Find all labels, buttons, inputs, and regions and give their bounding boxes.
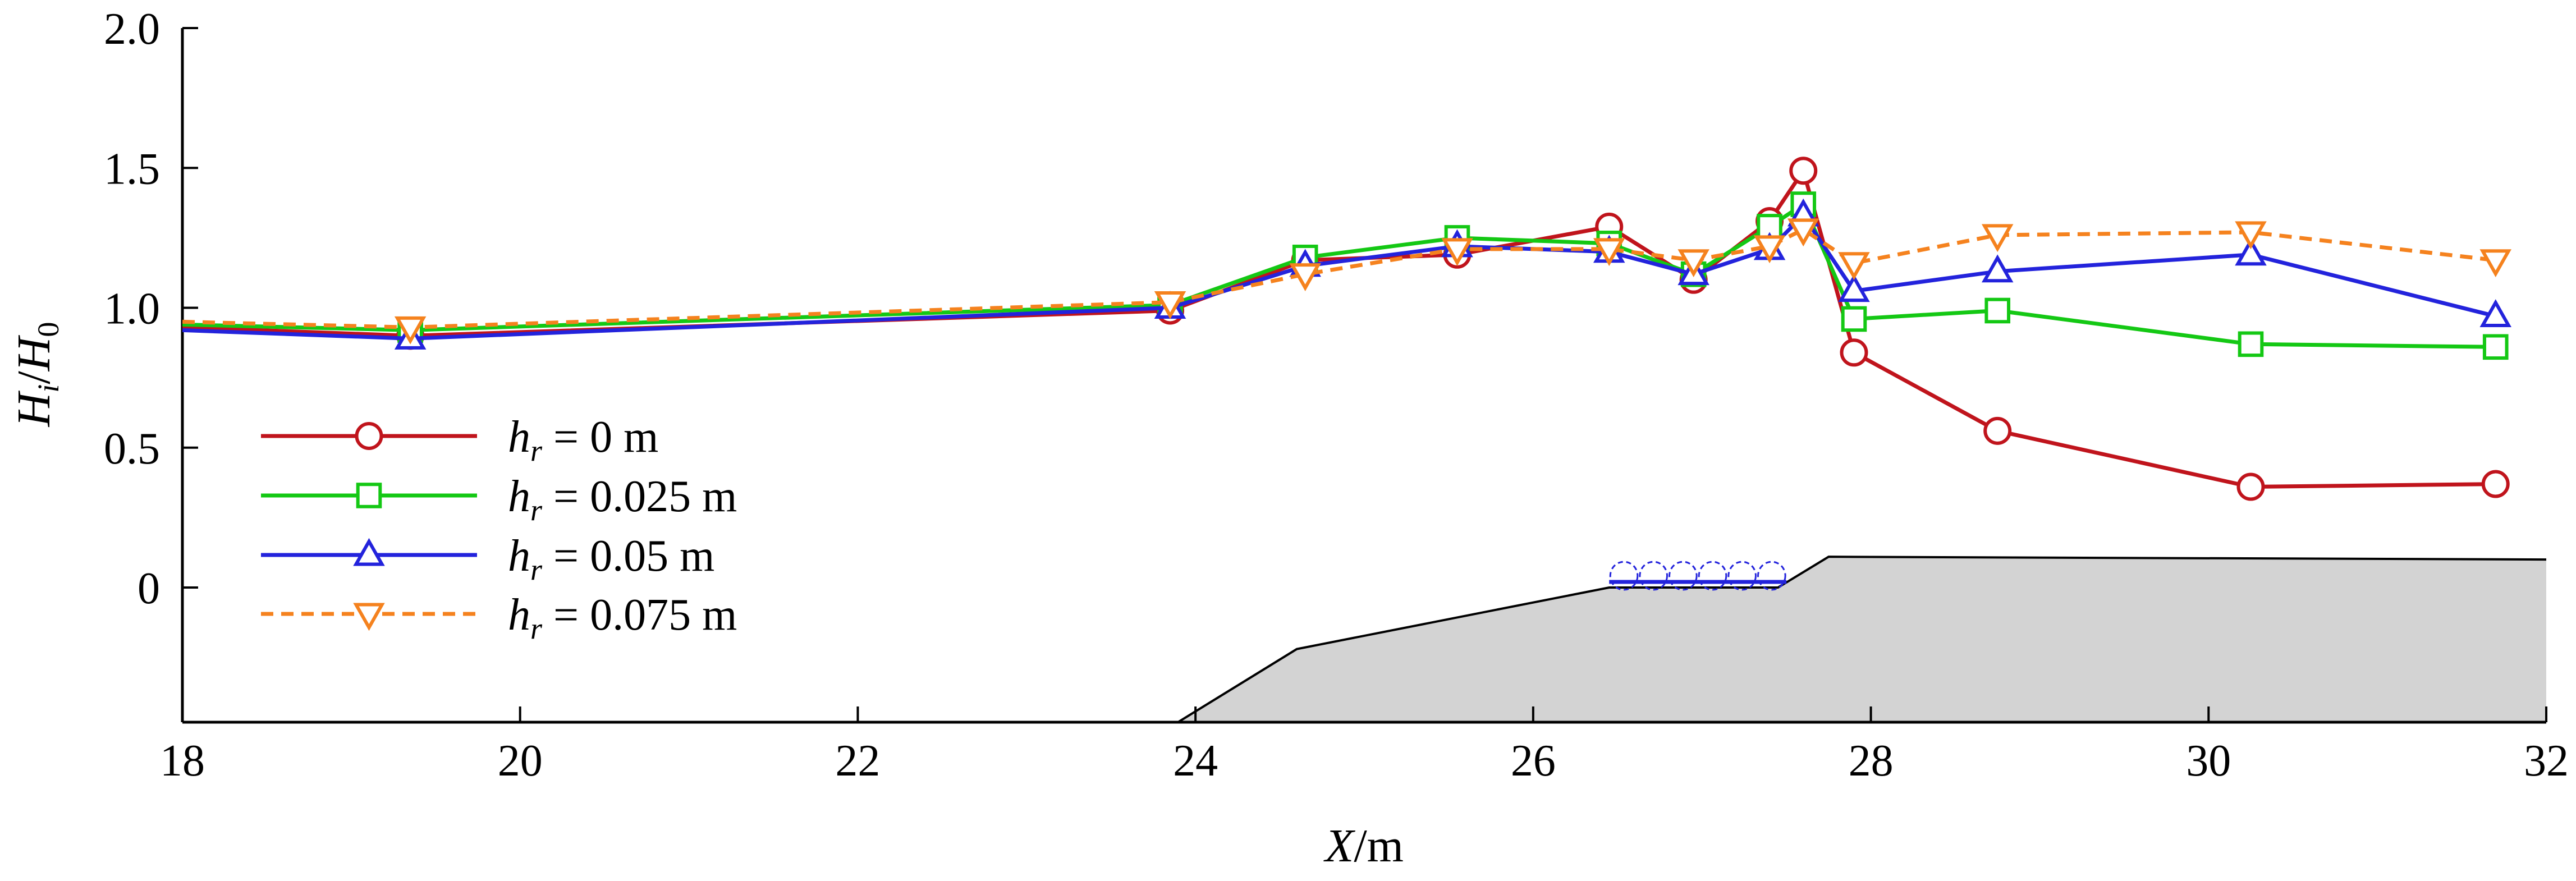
- data-point: [1753, 235, 1786, 264]
- data-point: [2482, 334, 2509, 360]
- reef-unit: [1639, 561, 1669, 591]
- legend-item: hr = 0 m: [261, 412, 658, 467]
- x-tick-label: 24: [1173, 736, 1218, 786]
- reef-unit: [1609, 561, 1639, 591]
- legend-label-sub: r: [530, 553, 543, 586]
- data-point: [2479, 249, 2511, 278]
- data-point: [1981, 254, 2014, 283]
- data-point: [2236, 472, 2265, 501]
- legend-marker: [353, 603, 385, 631]
- data-point: [1677, 249, 1709, 278]
- y-axis-title-h0: H: [8, 334, 60, 371]
- y-axis-title-slash: /: [8, 371, 60, 384]
- data-point: [2479, 299, 2511, 327]
- legend-label-sub: r: [530, 612, 543, 645]
- data-point: [1840, 338, 1868, 367]
- data-point: [1984, 297, 2011, 324]
- legend-item: hr = 0.05 m: [261, 531, 714, 586]
- reef-unit: [1669, 561, 1698, 591]
- bathymetry-fill: [1179, 557, 2546, 722]
- x-tick-label: 30: [2186, 736, 2231, 786]
- y-tick-label: 0.5: [104, 424, 160, 474]
- series-line: [182, 227, 2496, 329]
- data-point: [1838, 274, 1870, 302]
- data-point: [1789, 157, 1818, 185]
- y-axis-title: Hi/H0: [8, 322, 65, 428]
- legend-label-h: h: [508, 590, 530, 640]
- x-tick-label: 28: [1849, 736, 1894, 786]
- legend-label-rest: = 0.05 m: [542, 531, 714, 581]
- legend-label-sub: r: [530, 493, 543, 527]
- legend: hr = 0 mhr = 0.025 mhr = 0.05 mhr = 0.07…: [261, 412, 737, 645]
- y-tick-label: 2.0: [104, 4, 160, 54]
- y-axis-title-h-sub: i: [31, 384, 65, 393]
- data-point: [1983, 416, 2012, 445]
- y-tick-label: 1.0: [104, 285, 160, 334]
- legend-label-rest: = 0.025 m: [542, 472, 737, 521]
- data-point: [1838, 252, 1870, 281]
- reef-unit: [1698, 561, 1727, 591]
- legend-marker: [356, 483, 382, 508]
- data-point: [2481, 470, 2510, 498]
- reef-unit: [1727, 561, 1757, 591]
- legend-marker: [355, 422, 383, 450]
- y-ticks: 0 0.5 1.0 1.5 2.0: [104, 4, 198, 613]
- x-ticks: 18 20 22 24 26 28 30 32: [160, 706, 2569, 786]
- legend-marker: [353, 538, 385, 566]
- legend-item: hr = 0.025 m: [261, 472, 737, 527]
- legend-label: hr = 0.025 m: [508, 472, 737, 527]
- legend-label: hr = 0.075 m: [508, 590, 737, 645]
- x-axis-title-var: X: [1323, 820, 1356, 872]
- data-point: [1593, 238, 1625, 267]
- legend-label: hr = 0.05 m: [508, 531, 714, 586]
- axes: [181, 28, 2546, 724]
- data-point: [1154, 291, 1186, 319]
- y-tick-label: 0: [137, 564, 160, 613]
- x-tick-label: 22: [835, 736, 880, 786]
- data-point: [394, 316, 427, 345]
- legend-label-h: h: [508, 412, 530, 462]
- data-point: [2235, 237, 2267, 266]
- data-point: [1289, 263, 1321, 291]
- bathymetry-outline: [1178, 556, 2547, 723]
- legend-item: hr = 0.075 m: [261, 590, 737, 645]
- legend-label-h: h: [508, 531, 530, 581]
- y-tick-label: 1.5: [104, 144, 160, 194]
- data-point: [2238, 331, 2264, 357]
- data-point: [1441, 238, 1473, 267]
- data-series: [182, 157, 2511, 501]
- data-point: [1787, 218, 1819, 247]
- legend-label-rest: = 0 m: [542, 412, 658, 462]
- legend-label-sub: r: [530, 434, 543, 467]
- data-point: [2235, 221, 2267, 250]
- x-axis-title-unit: /m: [1354, 820, 1404, 872]
- legend-label-rest: = 0.075 m: [542, 590, 737, 640]
- x-axis-title: X/m: [1323, 820, 1404, 872]
- y-axis-title-h: H: [8, 390, 60, 427]
- x-tick-label: 26: [1511, 736, 1556, 786]
- data-point: [1981, 224, 2014, 253]
- series-3: [182, 218, 2511, 345]
- series-line: [182, 201, 2496, 349]
- bathymetry-profile: [1178, 556, 2547, 723]
- reef-unit: [1757, 561, 1786, 591]
- legend-label-h: h: [508, 472, 530, 521]
- reef-elements: [1609, 561, 1787, 591]
- x-tick-label: 20: [498, 736, 543, 786]
- data-point: [1841, 306, 1867, 332]
- legend-label: hr = 0 m: [508, 412, 658, 467]
- x-tick-label: 32: [2524, 736, 2569, 786]
- x-tick-label: 18: [160, 736, 205, 786]
- y-axis-title-h0-sub: 0: [31, 322, 65, 337]
